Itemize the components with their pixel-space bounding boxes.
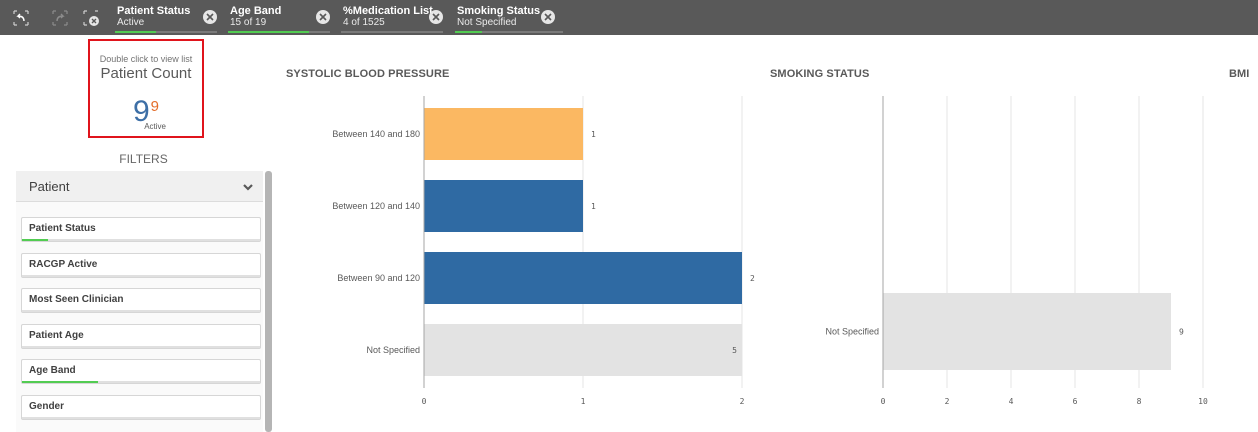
chip-value: Not Specified xyxy=(457,17,517,28)
chip-field: Patient Status xyxy=(117,5,191,17)
filter-item-label: Patient Status xyxy=(29,223,96,234)
forward-icon[interactable] xyxy=(51,9,69,27)
systolic-chart-title: SYSTOLIC BLOOD PRESSURE xyxy=(286,68,450,80)
selection-chip-medication-list[interactable]: %Medication List 4 of 1525 xyxy=(341,2,447,33)
systolic-tick-label: 1 xyxy=(581,397,586,406)
remove-selection-icon[interactable] xyxy=(541,10,555,24)
filter-item-age-band[interactable]: Age Band xyxy=(21,359,261,384)
filters-title: FILTERS xyxy=(119,152,168,166)
filter-item-gender[interactable]: Gender xyxy=(21,395,261,420)
systolic-data-label: 2 xyxy=(750,274,755,283)
chevron-down-icon[interactable] xyxy=(242,181,254,193)
filter-item-label: Age Band xyxy=(29,365,76,376)
chip-selection-bar xyxy=(228,31,330,33)
smoking-tick-label: 8 xyxy=(1137,397,1142,406)
systolic-bar xyxy=(424,324,742,376)
filter-item-racgp-active[interactable]: RACGP Active xyxy=(21,253,261,278)
bmi-chart-title: BMI xyxy=(1229,68,1250,80)
chip-value: Active xyxy=(117,17,145,28)
patient-count-kpi[interactable]: Double click to view list Patient Count … xyxy=(88,39,204,138)
smoking-chart-title: SMOKING STATUS xyxy=(770,68,870,80)
chip-value: 15 of 19 xyxy=(230,17,267,28)
filter-selection-bar xyxy=(22,310,260,312)
chip-field: %Medication List xyxy=(343,5,433,17)
selection-chip-age-band[interactable]: Age Band 15 of 19 xyxy=(228,2,334,33)
chip-selection-bar xyxy=(341,31,443,33)
filter-item-label: Most Seen Clinician xyxy=(29,294,124,305)
selections-bar: Patient Status Active Age Band 15 of 19 … xyxy=(0,0,1258,35)
filter-selection-bar xyxy=(22,239,260,241)
systolic-tick-label: 2 xyxy=(740,397,745,406)
systolic-bar xyxy=(424,108,583,160)
smoking-tick-label: 4 xyxy=(1009,397,1014,406)
filter-item-label: Gender xyxy=(29,401,65,412)
selection-chip-patient-status[interactable]: Patient Status Active xyxy=(115,2,221,33)
smoking-tick-label: 0 xyxy=(881,397,886,406)
smoking-tick-label: 6 xyxy=(1073,397,1078,406)
chip-field: Smoking Status xyxy=(457,5,541,17)
chip-value: 4 of 1525 xyxy=(343,17,385,28)
filter-item-most-seen-clinician[interactable]: Most Seen Clinician xyxy=(21,288,261,313)
systolic-category-label: Between 140 and 180 xyxy=(332,129,420,139)
filter-selection-bar xyxy=(22,346,260,348)
kpi-hint: Double click to view list xyxy=(99,54,193,64)
systolic-data-label: 1 xyxy=(591,130,596,139)
filter-selection-bar xyxy=(22,417,260,419)
kpi-value-group: 9 9 xyxy=(90,97,202,127)
systolic-category-label: Between 90 and 120 xyxy=(337,273,420,283)
smoking-tick-label: 10 xyxy=(1198,397,1208,406)
chip-selection-bar xyxy=(455,31,563,33)
back-icon[interactable] xyxy=(12,9,30,27)
kpi-title: Patient Count xyxy=(100,65,192,82)
filter-selection-bar xyxy=(22,381,260,383)
systolic-bar xyxy=(424,252,742,304)
systolic-data-label: 5 xyxy=(732,346,737,355)
smoking-tick-label: 2 xyxy=(945,397,950,406)
filter-group-label: Patient xyxy=(29,179,70,194)
systolic-tick-label: 0 xyxy=(422,397,427,406)
filter-item-patient-age[interactable]: Patient Age xyxy=(21,324,261,349)
filter-selection-bar xyxy=(22,275,260,277)
filter-item-patient-status[interactable]: Patient Status xyxy=(21,217,261,242)
systolic-data-label: 1 xyxy=(591,202,596,211)
clear-selections-icon[interactable] xyxy=(82,9,100,27)
kpi-subtitle: Active xyxy=(144,122,166,131)
filter-item-label: RACGP Active xyxy=(29,259,98,270)
systolic-bar xyxy=(424,180,583,232)
smoking-data-label: 9 xyxy=(1179,328,1184,337)
chip-selection-bar xyxy=(115,31,217,33)
selection-chip-smoking-status[interactable]: Smoking Status Not Specified xyxy=(455,2,563,33)
systolic-category-label: Between 120 and 140 xyxy=(332,201,420,211)
systolic-category-label: Not Specified xyxy=(366,345,420,355)
kpi-value: 9 xyxy=(132,95,150,128)
remove-selection-icon[interactable] xyxy=(429,10,443,24)
filter-group-header[interactable]: Patient xyxy=(16,171,263,202)
smoking-bar xyxy=(883,293,1171,370)
kpi-superscript: 9 xyxy=(150,98,160,115)
remove-selection-icon[interactable] xyxy=(203,10,217,24)
chip-field: Age Band xyxy=(230,5,282,17)
smoking-category-label: Not Specified xyxy=(825,327,879,337)
remove-selection-icon[interactable] xyxy=(316,10,330,24)
filters-scrollbar[interactable] xyxy=(265,171,272,432)
filter-item-label: Patient Age xyxy=(29,330,84,341)
